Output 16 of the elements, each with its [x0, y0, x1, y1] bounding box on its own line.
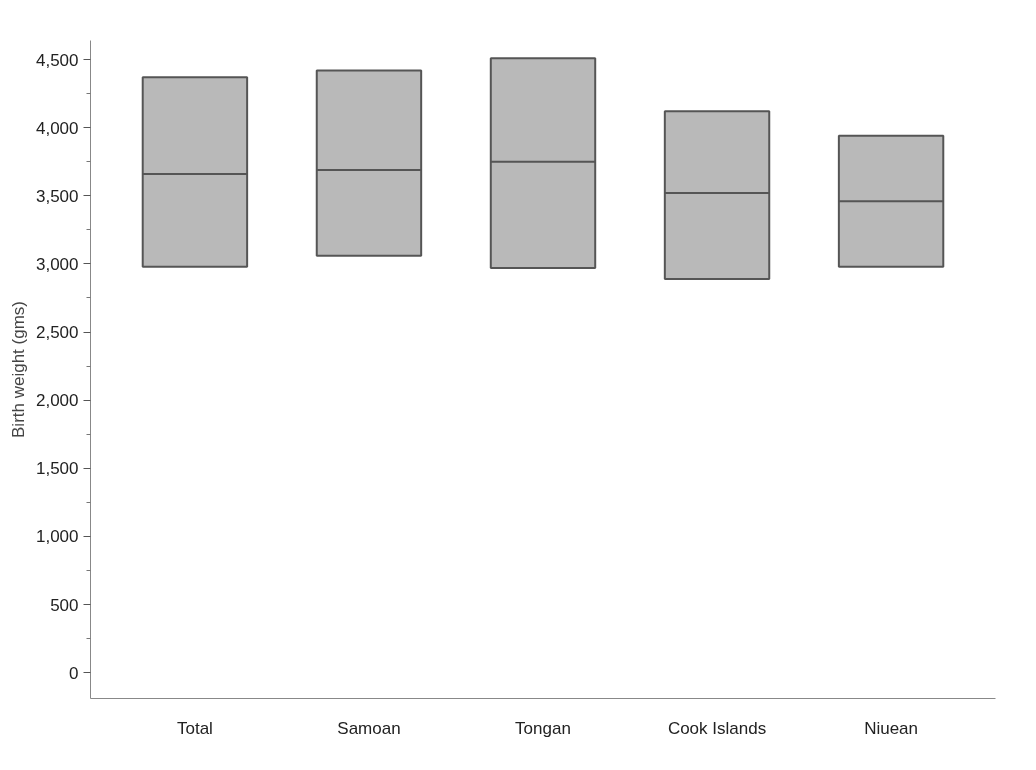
- x-tick-label: Tongan: [515, 718, 571, 738]
- y-tick-label: 2,000: [35, 391, 79, 411]
- y-tick-label: 3,000: [35, 254, 79, 274]
- x-tick-label: Samoan: [337, 718, 401, 738]
- y-tick-label: 2,500: [35, 323, 79, 343]
- y-axis-title: Birth weight (gms): [8, 301, 28, 438]
- x-tick-label: Niuean: [864, 718, 919, 738]
- y-tick-label: 3,500: [35, 186, 79, 206]
- y-tick-label: 0: [69, 663, 79, 683]
- y-tick-label: 1,500: [35, 459, 79, 479]
- x-tick-label: Cook Islands: [667, 718, 767, 738]
- y-tick-label: 4,000: [35, 118, 79, 138]
- x-tick-label: Total: [176, 718, 213, 738]
- y-tick-label: 1,000: [35, 527, 79, 547]
- y-tick-label: 500: [50, 595, 79, 615]
- y-tick-label: 4,500: [35, 50, 79, 70]
